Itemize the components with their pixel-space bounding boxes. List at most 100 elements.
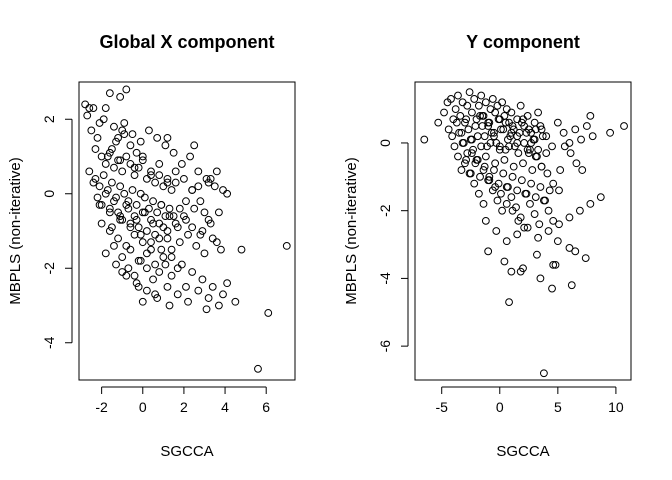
data-point bbox=[159, 253, 168, 261]
data-point bbox=[505, 142, 513, 151]
data-point bbox=[114, 156, 122, 165]
data-point bbox=[149, 275, 157, 284]
data-point bbox=[534, 233, 542, 242]
data-point bbox=[112, 260, 120, 269]
data-point bbox=[97, 219, 106, 228]
data-point bbox=[194, 167, 203, 176]
data-point bbox=[145, 126, 153, 135]
data-point bbox=[507, 108, 516, 117]
data-point bbox=[212, 167, 221, 176]
data-point bbox=[219, 186, 227, 194]
data-point bbox=[202, 174, 211, 183]
data-point bbox=[175, 238, 184, 247]
data-point bbox=[153, 208, 162, 217]
data-point bbox=[513, 186, 522, 195]
data-point bbox=[582, 122, 591, 130]
data-point bbox=[560, 142, 569, 151]
data-point bbox=[114, 133, 122, 142]
data-point bbox=[507, 128, 516, 137]
data-point bbox=[535, 220, 544, 229]
data-point bbox=[528, 166, 537, 174]
data-point bbox=[182, 282, 190, 291]
data-point bbox=[458, 98, 467, 107]
data-point bbox=[490, 128, 498, 137]
data-point bbox=[142, 174, 151, 183]
data-point bbox=[188, 223, 197, 232]
data-point bbox=[542, 149, 551, 158]
data-point bbox=[145, 204, 153, 213]
data-point bbox=[126, 141, 135, 150]
data-point bbox=[210, 182, 219, 191]
data-point bbox=[101, 160, 110, 168]
data-point bbox=[126, 219, 135, 228]
data-point bbox=[159, 223, 168, 232]
data-point bbox=[167, 271, 176, 280]
data-point bbox=[208, 282, 217, 291]
data-point bbox=[553, 118, 562, 127]
data-point bbox=[128, 130, 137, 139]
data-point bbox=[159, 182, 168, 191]
data-point bbox=[484, 247, 493, 256]
plot-frame bbox=[414, 81, 632, 381]
data-point bbox=[122, 85, 131, 94]
y-tick-label: 0 bbox=[377, 139, 393, 147]
data-point bbox=[180, 174, 188, 183]
chart-title: Y component bbox=[466, 32, 580, 52]
y-tick-label: -4 bbox=[41, 336, 57, 349]
data-point bbox=[186, 152, 194, 161]
data-point bbox=[167, 245, 176, 254]
data-point bbox=[136, 230, 145, 239]
data-point bbox=[559, 128, 568, 137]
data-point bbox=[420, 135, 429, 144]
data-point bbox=[520, 139, 529, 147]
data-point bbox=[551, 260, 560, 269]
data-point bbox=[175, 204, 184, 213]
data-point bbox=[169, 148, 178, 157]
data-point bbox=[184, 230, 192, 239]
data-point bbox=[157, 201, 166, 209]
data-point bbox=[190, 204, 199, 213]
data-point bbox=[124, 197, 133, 206]
data-points bbox=[81, 85, 291, 373]
data-point bbox=[499, 169, 508, 178]
data-point bbox=[507, 267, 516, 276]
y-axis-label: MBPLS (non-iterative) bbox=[343, 157, 360, 305]
x-tick-label: -2 bbox=[95, 399, 108, 415]
data-point bbox=[93, 193, 102, 202]
data-point bbox=[118, 215, 127, 224]
data-point bbox=[576, 206, 584, 215]
data-point bbox=[138, 152, 147, 161]
data-point bbox=[565, 213, 574, 222]
data-point bbox=[91, 174, 100, 183]
data-point bbox=[147, 215, 155, 224]
data-point bbox=[485, 118, 494, 127]
data-point bbox=[204, 178, 213, 187]
data-point bbox=[184, 297, 192, 306]
y-tick-label: 0 bbox=[41, 190, 57, 198]
data-point bbox=[458, 139, 467, 147]
data-point bbox=[163, 178, 172, 187]
data-point bbox=[153, 294, 162, 302]
data-point bbox=[116, 156, 125, 165]
data-point bbox=[465, 88, 474, 97]
data-point bbox=[495, 145, 504, 154]
data-point bbox=[572, 159, 581, 168]
data-point bbox=[108, 223, 116, 232]
data-point bbox=[120, 130, 129, 139]
data-point bbox=[457, 166, 466, 174]
data-point bbox=[515, 128, 524, 137]
data-point bbox=[544, 206, 553, 215]
data-point bbox=[478, 122, 487, 130]
data-point bbox=[124, 204, 133, 213]
data-point bbox=[505, 298, 513, 307]
data-point bbox=[481, 216, 490, 225]
x-axis: -2 0 2 4 6 bbox=[95, 386, 270, 415]
data-point bbox=[89, 178, 98, 187]
data-point bbox=[498, 98, 506, 107]
data-point bbox=[165, 212, 174, 221]
data-point bbox=[116, 212, 125, 221]
data-point bbox=[118, 268, 127, 276]
data-point bbox=[502, 183, 511, 191]
data-point bbox=[204, 294, 213, 302]
data-point bbox=[118, 126, 127, 135]
